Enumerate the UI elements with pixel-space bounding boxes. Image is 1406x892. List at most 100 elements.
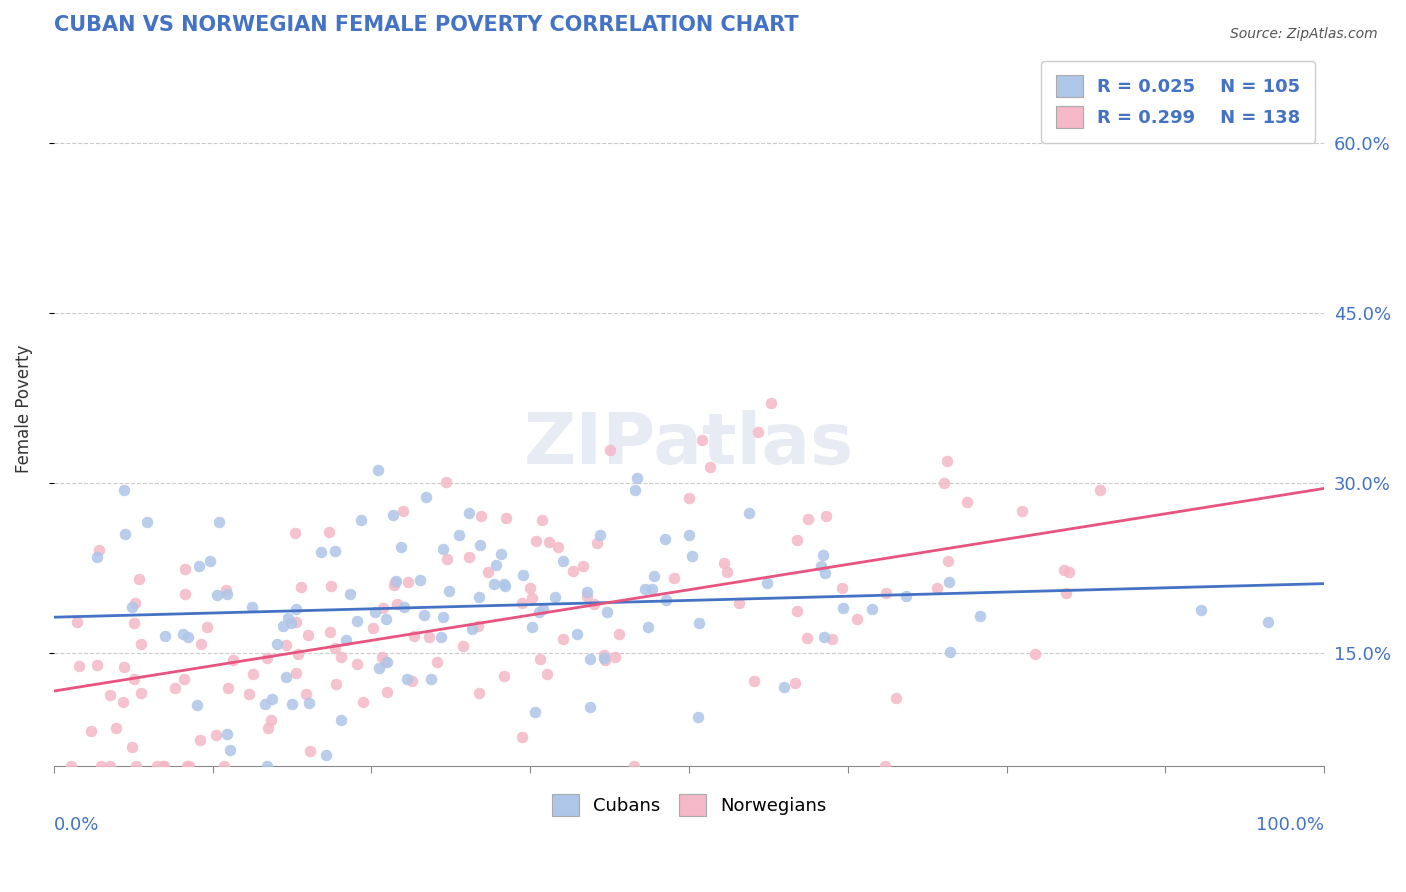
Point [257, 722, 280, 736]
Point [285, 602, 308, 616]
Point [738, 506, 761, 520]
Point [335, 633, 357, 648]
Point [392, 600, 415, 615]
Point [205, 728, 228, 742]
Point [212, 759, 235, 773]
Point [254, 698, 277, 712]
Point [436, 551, 458, 566]
Point [716, 566, 738, 580]
Point [298, 744, 321, 758]
Point [494, 579, 516, 593]
Point [875, 759, 897, 773]
Point [146, 759, 169, 773]
Point [875, 586, 897, 600]
Point [122, 672, 145, 686]
Point [173, 672, 195, 686]
Point [271, 618, 294, 632]
Point [821, 632, 844, 647]
Point [524, 705, 547, 719]
Point [862, 602, 884, 616]
Point [593, 648, 616, 662]
Point [297, 696, 319, 710]
Text: ZIPatlas: ZIPatlas [524, 410, 853, 479]
Point [447, 528, 470, 542]
Point [330, 714, 353, 728]
Point [592, 651, 614, 665]
Point [434, 475, 457, 489]
Point [290, 580, 312, 594]
Point [524, 533, 547, 548]
Point [495, 510, 517, 524]
Point [633, 582, 655, 596]
Point [297, 627, 319, 641]
Point [409, 573, 432, 587]
Point [295, 688, 318, 702]
Point [623, 483, 645, 497]
Point [325, 677, 347, 691]
Point [742, 673, 765, 688]
Point [832, 601, 855, 615]
Point [276, 670, 298, 684]
Point [385, 597, 408, 611]
Point [813, 630, 835, 644]
Point [936, 454, 959, 468]
Point [489, 547, 512, 561]
Point [589, 528, 612, 542]
Point [468, 686, 491, 700]
Point [477, 566, 499, 580]
Point [688, 615, 710, 630]
Point [1090, 483, 1112, 497]
Point [551, 632, 574, 646]
Point [439, 584, 461, 599]
Point [281, 697, 304, 711]
Point [86, 657, 108, 672]
Point [361, 621, 384, 635]
Point [932, 476, 955, 491]
Point [364, 605, 387, 619]
Point [190, 637, 212, 651]
Point [1057, 565, 1080, 579]
Text: CUBAN VS NORWEGIAN FEMALE POVERTY CORRELATION CHART: CUBAN VS NORWEGIAN FEMALE POVERTY CORREL… [53, 15, 799, 35]
Point [384, 575, 406, 590]
Point [460, 622, 482, 636]
Point [98, 759, 121, 773]
Point [453, 639, 475, 653]
Point [432, 610, 454, 624]
Point [391, 504, 413, 518]
Point [274, 638, 297, 652]
Point [510, 596, 533, 610]
Point [352, 696, 374, 710]
Point [323, 544, 346, 558]
Point [761, 396, 783, 410]
Point [217, 727, 239, 741]
Point [256, 651, 278, 665]
Point [280, 616, 302, 631]
Point [396, 574, 419, 589]
Point [121, 739, 143, 754]
Point [217, 681, 239, 695]
Point [112, 660, 135, 674]
Point [531, 602, 554, 616]
Point [572, 559, 595, 574]
Point [655, 592, 678, 607]
Point [579, 651, 602, 665]
Point [222, 653, 245, 667]
Point [174, 562, 197, 576]
Point [678, 527, 700, 541]
Point [510, 731, 533, 745]
Point [418, 631, 440, 645]
Point [699, 460, 721, 475]
Point [124, 616, 146, 631]
Point [98, 688, 121, 702]
Point [207, 588, 229, 602]
Point [186, 698, 208, 713]
Point [529, 652, 551, 666]
Point [936, 554, 959, 568]
Point [104, 722, 127, 736]
Legend: R = 0.025    N = 105, R = 0.299    N = 138: R = 0.025 N = 105, R = 0.299 N = 138 [1042, 61, 1315, 143]
Point [238, 687, 260, 701]
Point [536, 667, 558, 681]
Point [576, 590, 599, 604]
Point [370, 650, 392, 665]
Point [603, 649, 626, 664]
